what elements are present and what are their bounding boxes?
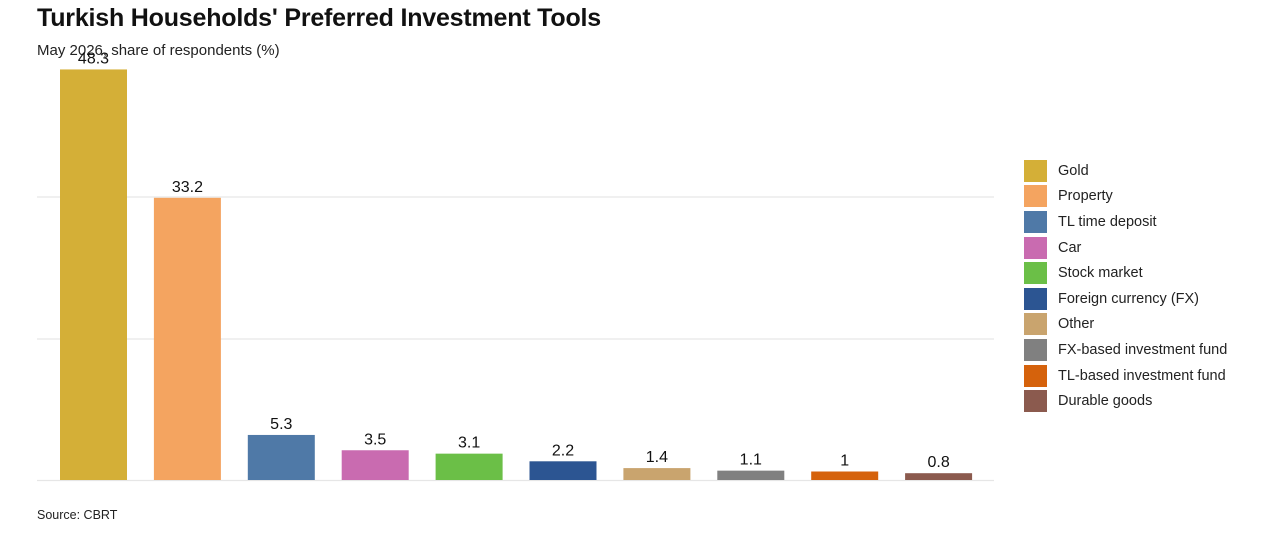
data-label: 1.4 xyxy=(646,449,668,466)
legend-label: TL time deposit xyxy=(1058,213,1157,230)
bar-property xyxy=(153,197,221,481)
legend-swatch xyxy=(1024,262,1047,285)
chart-legend: Gold Property TL time deposit Car Stock mark… xyxy=(1024,158,1264,414)
legend-item: FX-based investment fund xyxy=(1024,337,1264,363)
data-label: 5.3 xyxy=(270,416,292,433)
data-label: 0.8 xyxy=(927,454,949,471)
legend-label: Gold xyxy=(1058,162,1089,179)
legend-item: Car xyxy=(1024,235,1264,261)
legend-item: TL-based investment fund xyxy=(1024,363,1264,389)
chart-source: Source: CBRT xyxy=(37,508,118,522)
legend-label: TL-based investment fund xyxy=(1058,367,1226,384)
legend-item: Durable goods xyxy=(1024,388,1264,414)
bar-other xyxy=(623,468,691,480)
data-label: 3.1 xyxy=(458,435,480,452)
legend-swatch xyxy=(1024,287,1047,310)
legend-label: Car xyxy=(1058,239,1082,256)
data-label: 33.2 xyxy=(172,179,203,196)
data-label: 2.2 xyxy=(552,442,574,459)
legend-swatch xyxy=(1024,185,1047,208)
bar-foreign-currency-fx xyxy=(529,461,597,480)
legend-item: Gold xyxy=(1024,158,1264,184)
legend-swatch xyxy=(1024,159,1047,182)
legend-label: Stock market xyxy=(1058,265,1143,282)
legend-item: Property xyxy=(1024,184,1264,210)
bar-stock-market xyxy=(435,453,503,480)
legend-item: TL time deposit xyxy=(1024,209,1264,235)
data-label: 1.1 xyxy=(740,452,762,469)
legend-label: Property xyxy=(1058,188,1113,205)
legend-item: Foreign currency (FX) xyxy=(1024,286,1264,312)
legend-swatch xyxy=(1024,338,1047,361)
data-label: 3.5 xyxy=(364,431,386,448)
bar-car xyxy=(341,450,409,480)
data-label: 48.3 xyxy=(78,50,109,67)
bar-tl-time-deposit xyxy=(247,434,315,480)
legend-swatch xyxy=(1024,313,1047,336)
bar-gold xyxy=(60,69,127,480)
legend-item: Stock market xyxy=(1024,260,1264,286)
bar-chart: 48.3 33.2 5.3 3.5 3.1 2.2 1.4 1.1 1 0.8 xyxy=(37,50,994,482)
legend-swatch xyxy=(1024,210,1047,233)
legend-label: Foreign currency (FX) xyxy=(1058,290,1200,307)
legend-item: Other xyxy=(1024,312,1264,338)
chart-subtitle: May 2026, share of respondents (%) xyxy=(37,42,280,59)
legend-label: Other xyxy=(1058,316,1095,333)
legend-swatch xyxy=(1024,364,1047,387)
legend-label: FX-based investment fund xyxy=(1058,341,1228,358)
data-label: 1 xyxy=(840,453,849,470)
legend-swatch xyxy=(1024,390,1047,413)
legend-label: Durable goods xyxy=(1058,393,1153,410)
chart-title: Turkish Households' Preferred Investment… xyxy=(37,4,601,32)
bar-durable-goods xyxy=(905,473,973,480)
bar-fx-based-investment-fund xyxy=(717,470,785,480)
legend-swatch xyxy=(1024,236,1047,259)
bar-tl-based-investment-fund xyxy=(811,471,879,480)
